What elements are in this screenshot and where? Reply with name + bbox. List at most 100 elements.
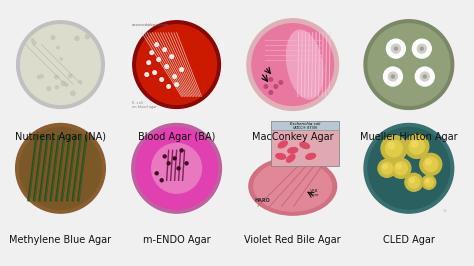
Circle shape (31, 39, 34, 41)
Circle shape (66, 83, 68, 85)
Text: www.microbiologyinfo.com: www.microbiologyinfo.com (132, 23, 169, 27)
Circle shape (381, 135, 407, 161)
Ellipse shape (136, 127, 218, 209)
Ellipse shape (133, 21, 220, 109)
Circle shape (145, 73, 148, 76)
Circle shape (71, 91, 75, 95)
Circle shape (417, 44, 426, 53)
Circle shape (173, 75, 176, 78)
Circle shape (147, 61, 151, 64)
Ellipse shape (364, 20, 454, 109)
Circle shape (264, 85, 268, 88)
Circle shape (274, 85, 278, 88)
Text: m-ENDO Agar: m-ENDO Agar (143, 235, 210, 246)
Ellipse shape (288, 148, 298, 153)
Circle shape (61, 81, 65, 86)
Ellipse shape (252, 24, 334, 105)
Circle shape (155, 43, 158, 47)
Circle shape (420, 47, 423, 50)
Circle shape (155, 172, 158, 175)
Circle shape (381, 163, 393, 174)
Circle shape (85, 35, 89, 39)
Ellipse shape (21, 25, 100, 105)
Circle shape (173, 157, 176, 160)
Circle shape (405, 135, 429, 158)
Circle shape (391, 158, 411, 178)
Circle shape (180, 68, 183, 71)
Circle shape (170, 55, 173, 59)
Ellipse shape (132, 123, 221, 213)
Circle shape (269, 78, 273, 81)
Ellipse shape (249, 157, 337, 215)
Ellipse shape (254, 161, 332, 211)
Circle shape (386, 39, 405, 58)
Circle shape (157, 58, 161, 61)
Circle shape (163, 155, 166, 158)
Circle shape (378, 159, 396, 177)
Circle shape (405, 173, 423, 191)
Circle shape (40, 75, 43, 78)
Ellipse shape (16, 123, 105, 213)
Circle shape (410, 178, 414, 183)
Ellipse shape (364, 123, 454, 213)
Text: VRB
Agar: VRB Agar (310, 189, 319, 197)
Circle shape (167, 85, 171, 88)
Circle shape (279, 81, 283, 84)
Circle shape (163, 48, 166, 51)
Text: Nutrient Agar (NA): Nutrient Agar (NA) (15, 132, 106, 142)
Circle shape (408, 176, 419, 188)
Circle shape (426, 179, 429, 183)
Ellipse shape (278, 141, 287, 148)
Circle shape (37, 76, 40, 78)
Circle shape (165, 65, 168, 68)
Bar (271, 120, 338, 131)
Circle shape (160, 179, 163, 182)
Circle shape (392, 44, 401, 53)
Ellipse shape (276, 153, 286, 159)
Circle shape (423, 75, 426, 78)
Text: HARO: HARO (255, 198, 271, 203)
Circle shape (388, 143, 394, 149)
Circle shape (269, 91, 273, 94)
Ellipse shape (17, 21, 104, 109)
Circle shape (51, 36, 55, 40)
Circle shape (56, 46, 59, 49)
Circle shape (411, 141, 418, 147)
Circle shape (389, 72, 397, 81)
Text: MacConkey Agar: MacConkey Agar (252, 132, 334, 142)
Circle shape (69, 74, 72, 77)
Text: Escherichia coli: Escherichia coli (290, 122, 320, 126)
Text: ©: © (443, 209, 447, 213)
Circle shape (424, 157, 438, 172)
Circle shape (180, 149, 183, 152)
Circle shape (160, 78, 164, 81)
Circle shape (75, 36, 79, 40)
Circle shape (396, 164, 401, 169)
Circle shape (392, 75, 394, 78)
Circle shape (175, 83, 178, 86)
Ellipse shape (368, 24, 450, 105)
Circle shape (426, 159, 431, 165)
Circle shape (153, 71, 156, 74)
Circle shape (394, 47, 397, 50)
Ellipse shape (286, 30, 323, 99)
Circle shape (385, 140, 402, 157)
Circle shape (424, 178, 433, 187)
Ellipse shape (137, 25, 217, 105)
Circle shape (383, 164, 387, 169)
Circle shape (47, 87, 51, 90)
Circle shape (420, 72, 429, 81)
Text: Violet Red Bile Agar: Violet Red Bile Agar (245, 235, 341, 246)
Ellipse shape (306, 153, 316, 159)
Circle shape (60, 58, 63, 60)
Circle shape (32, 41, 36, 44)
Circle shape (420, 153, 442, 175)
Text: (ATCC® 8739): (ATCC® 8739) (292, 127, 317, 131)
Text: Blood Agar (BA): Blood Agar (BA) (138, 132, 215, 142)
Text: E. coli
on blood agar: E. coli on blood agar (132, 101, 156, 109)
Circle shape (185, 162, 188, 165)
Text: Mueller Hinton Agar: Mueller Hinton Agar (360, 132, 458, 142)
Circle shape (394, 162, 407, 175)
Text: CLED Agar: CLED Agar (383, 235, 435, 246)
Text: Methylene Blue Agar: Methylene Blue Agar (9, 235, 111, 246)
